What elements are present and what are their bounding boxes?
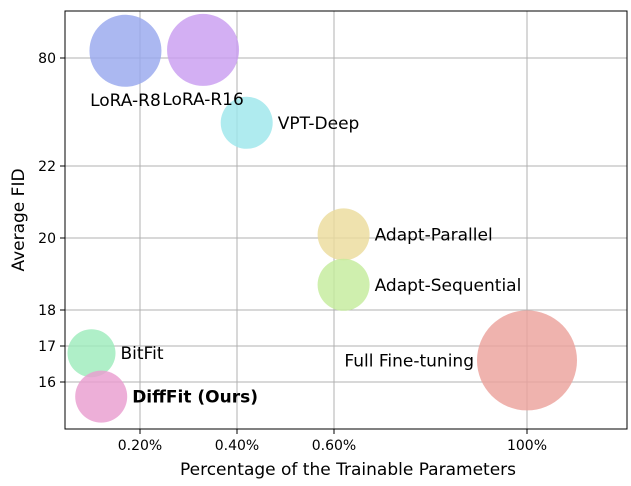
y-tick-label: 18 <box>38 303 56 319</box>
bubbles <box>67 13 577 423</box>
y-tick-label: 16 <box>38 375 56 391</box>
y-tick-label: 80 <box>38 51 56 67</box>
bubble-adapt-sequential <box>317 258 370 311</box>
bubble-full-fine-tuning <box>477 310 577 411</box>
bubble-vpt-deep <box>220 96 273 149</box>
label-adapt-sequential: Adapt-Sequential <box>375 276 522 296</box>
label-adapt-parallel: Adapt-Parallel <box>375 225 493 245</box>
bubble-lora-r8 <box>89 14 162 87</box>
x-tick-label: 0.60% <box>312 438 356 454</box>
y-tick-label: 17 <box>38 339 56 355</box>
bubble-difffit-ours <box>75 370 128 423</box>
y-axis-label: Average FID <box>9 168 29 271</box>
point-labels: LoRA-R8 LoRA-R16 VPT-Deep Adapt-Parallel Ada… <box>90 90 521 408</box>
x-axis-label: Percentage of the Trainable Parameters <box>180 460 516 480</box>
label-full-fine-tuning: Full Fine-tuning <box>344 351 474 371</box>
y-tick-label: 22 <box>38 159 56 175</box>
label-bitfit: BitFit <box>121 344 164 364</box>
y-tick-label: 20 <box>38 231 56 247</box>
bubble-adapt-parallel <box>317 208 370 261</box>
x-tick-label: 100% <box>507 438 547 454</box>
axis-ticks: 0.20% 0.40% 0.60% 100% 16 17 18 20 22 80 <box>38 51 547 454</box>
label-lora-r8: LoRA-R8 <box>90 91 161 111</box>
x-tick-label: 0.40% <box>215 438 259 454</box>
x-tick-label: 0.20% <box>118 438 162 454</box>
plot-frame <box>64 10 628 430</box>
bubble-bitfit <box>67 329 116 378</box>
bubble-lora-r16 <box>167 13 240 86</box>
label-vpt-deep: VPT-Deep <box>278 114 360 134</box>
label-difffit-ours: DiffFit (Ours) <box>132 388 258 408</box>
label-lora-r16: LoRA-R16 <box>162 90 244 110</box>
grid-lines <box>65 11 627 429</box>
